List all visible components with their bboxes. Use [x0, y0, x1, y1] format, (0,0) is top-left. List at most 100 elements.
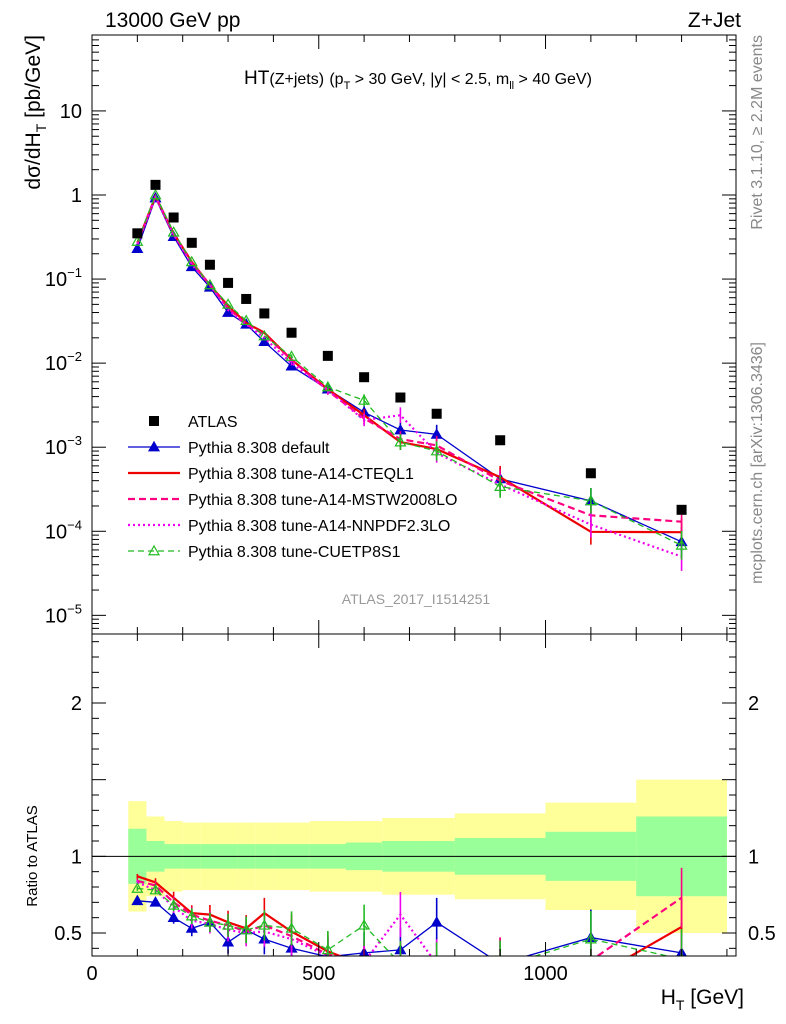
ratio-panel: 0.5 0.5 1 1 2 2 0 500 1000 — [54, 634, 776, 985]
title-cuts-a-sub: T — [344, 80, 351, 92]
title-main: HT — [244, 68, 270, 89]
ratio-point-default — [430, 916, 443, 927]
atlas-point — [241, 293, 252, 304]
main-point-cuetp8s1 — [240, 314, 253, 326]
ratio-point-cuetp8s1 — [432, 962, 442, 971]
legend-item-a14_nnpdf: Pythia 8.308 tune-A14-NNPDF2.3LO — [128, 518, 450, 535]
xtick-label: 0 — [86, 963, 97, 985]
atlas-point — [259, 308, 270, 319]
ratio-line-a14_nnpdf — [136, 881, 433, 956]
ytick-exp: −1 — [67, 265, 82, 280]
legend-label-default: Pythia 8.308 default — [188, 440, 330, 457]
ytick-base: 10 — [45, 521, 67, 543]
ylabel-sub: T — [33, 123, 49, 132]
ylabel-a: dσ/dH — [22, 132, 45, 189]
legend-marker-default — [147, 440, 161, 452]
ratio-ytick-label: 1 — [71, 846, 82, 868]
xtick-label: 500 — [302, 963, 335, 985]
main-point-cuetp8s1 — [321, 380, 334, 392]
header-right: Z+Jet — [688, 9, 741, 32]
ytick-exp: −3 — [67, 433, 82, 448]
main-ytick-label: 10−3 — [45, 433, 82, 459]
ratio-point-cuetp8s1 — [185, 909, 198, 921]
atlas-point — [395, 392, 406, 403]
ratio-point-default — [222, 935, 235, 947]
main-ytick-label: 10−1 — [45, 265, 82, 291]
main-point-cuetp8s1 — [494, 480, 507, 491]
ratio-point-cuetp8s1 — [285, 922, 298, 933]
main-point-cuetp8s1 — [285, 350, 298, 361]
main-point-cuetp8s1 — [584, 494, 597, 506]
ratio-point-default — [149, 896, 162, 907]
ratio-line-a14_mstw — [137, 879, 683, 956]
ylabel-b: [pb/GeV] — [22, 35, 45, 124]
main-line-default — [136, 196, 682, 543]
title-cuts-c: > 40 GeV) — [514, 71, 592, 88]
main-point-cuetp8s1 — [394, 435, 407, 447]
xlabel-b: [GeV] — [684, 986, 744, 1009]
ratio-point-cuetp8s1 — [131, 882, 144, 893]
ratio-line-a14_cteql1 — [137, 875, 683, 956]
ytick-exp: −4 — [67, 517, 82, 532]
ytick-base: 10 — [45, 353, 67, 375]
legend-item-cuetp8s1: Pythia 8.308 tune-CUETP8S1 — [128, 544, 401, 561]
xtick-label: 1000 — [523, 963, 568, 985]
header-left: 13000 GeV pp — [105, 9, 240, 32]
ratio-point-cuetp8s1 — [167, 899, 180, 910]
ratio-ytick-label-right: 2 — [748, 693, 759, 715]
ratio-line-cuetp8s1 — [137, 887, 671, 956]
legend-label-a14_mstw: Pythia 8.308 tune-A14-MSTW2008LO — [188, 492, 457, 509]
main-point-default — [222, 306, 235, 317]
main-point-cuetp8s1 — [430, 444, 443, 456]
ratio-ytick-label-right: 0.5 — [748, 923, 776, 945]
main-point-default — [131, 242, 144, 254]
ratio-point-default — [131, 894, 144, 906]
main-ytick-label: 1 — [71, 185, 82, 207]
main-ytick-label: 10 — [60, 101, 82, 123]
xlabel-sub: T — [676, 997, 685, 1013]
main-series-group — [131, 179, 688, 571]
atlas-point — [186, 237, 197, 248]
ratio-point-cuetp8s1 — [149, 883, 162, 895]
main-point-cuetp8s1 — [149, 188, 162, 200]
atlas-point — [150, 179, 161, 190]
atlas-point — [132, 228, 143, 239]
legend-item-a14_mstw: Pythia 8.308 tune-A14-MSTW2008LO — [128, 492, 457, 509]
atlas-point — [322, 350, 333, 361]
ratio-series-group — [92, 779, 736, 971]
xlabel-a: H — [661, 986, 676, 1009]
main-point-cuetp8s1 — [358, 394, 371, 405]
legend-item-a14_cteql1: Pythia 8.308 tune-A14-CTEQL1 — [128, 466, 414, 483]
ratio-point-cuetp8s1 — [222, 919, 235, 930]
ytick-exp: −5 — [67, 601, 82, 616]
main-point-cuetp8s1 — [131, 235, 144, 246]
ratio-point-default — [167, 911, 180, 923]
ratio-ytick-label: 2 — [71, 693, 82, 715]
mcplots-label: mcplots.cern.ch [arXiv:1306.3436] — [749, 342, 766, 584]
ratio-point-default — [495, 959, 505, 968]
xlabel: HT [GeV] — [661, 986, 744, 1013]
atlas-point — [676, 504, 687, 515]
atlas-point — [286, 327, 297, 338]
main-line-a14_nnpdf — [136, 194, 682, 558]
ratio-frame — [91, 633, 737, 957]
legend-item-default: Pythia 8.308 default — [128, 440, 330, 457]
title-cuts-b: > 30 GeV, |y| < 2.5, m — [350, 71, 509, 88]
ytick-exp: −2 — [67, 349, 82, 364]
legend-marker-atlas — [149, 416, 159, 426]
main-point-cuetp8s1 — [203, 278, 216, 290]
main-ytick-label: 10−2 — [45, 349, 82, 375]
atlas-point — [223, 277, 234, 288]
legend-item-atlas: ATLAS — [149, 414, 238, 431]
main-ylabel: dσ/dHT [pb/GeV] — [22, 35, 49, 190]
ratio-ytick-label-right: 1 — [748, 846, 759, 868]
atlas-point — [204, 259, 215, 270]
analysis-watermark: ATLAS_2017_I1514251 — [342, 591, 491, 607]
main-point-cuetp8s1 — [258, 329, 271, 341]
ratio-point-cuetp8s1 — [321, 943, 334, 955]
atlas-point — [168, 212, 179, 223]
legend-label-a14_nnpdf: Pythia 8.308 tune-A14-NNPDF2.3LO — [188, 518, 450, 535]
ratio-point-cuetp8s1 — [584, 932, 597, 944]
